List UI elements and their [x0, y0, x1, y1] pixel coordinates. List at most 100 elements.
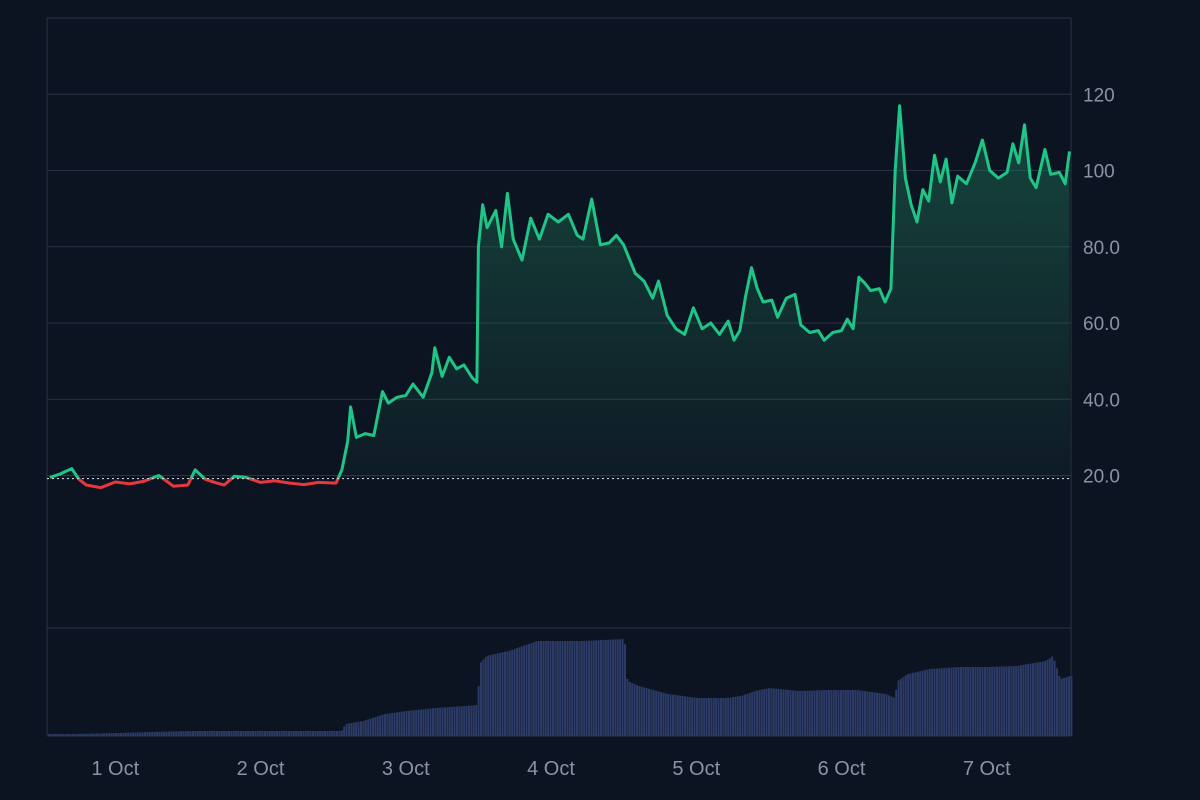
volume-bar: [352, 722, 355, 736]
volume-bar: [984, 667, 986, 736]
volume-bar: [206, 731, 209, 736]
volume-bars: [48, 639, 1073, 736]
volume-bar: [552, 641, 554, 736]
volume-bar: [336, 731, 338, 736]
volume-bar: [103, 733, 106, 736]
y-axis: 20.0 40.0 60.0 80.0 100 120: [1083, 85, 1120, 487]
volume-bar: [684, 696, 686, 736]
volume-bar: [276, 731, 278, 736]
price-line-up: [49, 104, 1071, 479]
x-tick-label: 2 Oct: [237, 758, 285, 780]
volume-bar: [1022, 664, 1025, 736]
volume-bar: [345, 723, 348, 736]
volume-bar: [655, 690, 658, 736]
volume-bar: [705, 698, 708, 736]
volume-bar: [688, 696, 691, 736]
volume-bar: [513, 648, 516, 736]
volume-bar: [72, 733, 74, 736]
volume-bar: [542, 641, 545, 736]
volume-bar: [607, 639, 610, 736]
price-area-fill: [49, 105, 1070, 479]
volume-bar: [986, 667, 989, 736]
volume-bar: [988, 666, 991, 736]
volume-bar: [285, 731, 288, 736]
volume-bar: [962, 667, 965, 736]
volume-bar: [775, 688, 778, 736]
volume-bar: [792, 690, 794, 736]
volume-bar: [492, 654, 494, 736]
volume-bar: [1029, 663, 1032, 736]
volume-bar: [304, 731, 307, 736]
volume-bar: [835, 690, 838, 736]
volume-bar: [79, 733, 82, 736]
volume-bar: [732, 697, 734, 736]
volume-bar: [595, 640, 598, 736]
y-tick-label: 40.0: [1083, 390, 1120, 411]
volume-bar: [499, 652, 502, 736]
volume-bar: [674, 694, 677, 736]
volume-bar: [427, 708, 430, 736]
volume-bar: [703, 698, 706, 736]
volume-bar: [693, 697, 696, 736]
volume-bar: [127, 732, 130, 736]
volume-bar: [588, 640, 590, 736]
volume-bar: [146, 732, 149, 736]
volume-bar: [760, 689, 763, 736]
volume-bar: [98, 733, 101, 736]
volume-bar: [832, 690, 835, 736]
volume-bar: [1020, 665, 1022, 736]
volume-bar: [225, 731, 228, 736]
volume-bar: [132, 732, 134, 736]
volume-bar: [837, 690, 840, 736]
volume-bar: [484, 656, 487, 736]
volume-bar: [876, 692, 878, 736]
volume-bar: [144, 732, 146, 736]
volume-bar: [945, 667, 948, 736]
volume-bar: [871, 692, 874, 736]
volume-bar: [967, 667, 970, 736]
volume-bar: [873, 692, 876, 736]
volume-bar: [746, 693, 749, 736]
volume-bar: [91, 733, 94, 736]
volume-bar: [736, 696, 739, 736]
volume-bar: [422, 709, 425, 736]
volume-bar: [184, 731, 187, 736]
volume-bar: [237, 731, 240, 736]
volume-bar: [717, 698, 720, 736]
volume-bar: [626, 678, 629, 736]
volume-bar: [1053, 660, 1056, 736]
volume-bar: [458, 706, 461, 736]
volume-bar: [535, 641, 538, 736]
volume-bar: [801, 690, 804, 736]
volume-bar: [384, 713, 386, 736]
volume-bar: [100, 733, 103, 736]
volume-bar: [81, 733, 84, 736]
volume-bar: [496, 653, 499, 736]
volume-bar: [660, 692, 662, 736]
volume-bar: [482, 659, 485, 736]
volume-bar: [537, 641, 540, 736]
volume-bar: [619, 639, 622, 736]
volume-bar: [897, 680, 900, 736]
volume-bar: [432, 708, 434, 736]
volume-bar: [120, 732, 122, 736]
volume-bar: [444, 707, 446, 736]
volume-bar: [578, 641, 581, 736]
volume-bar: [324, 731, 326, 736]
volume-bar: [333, 731, 336, 736]
volume-bar: [859, 690, 862, 736]
x-tick-label: 4 Oct: [527, 758, 575, 780]
volume-bar: [415, 710, 418, 736]
volume-bar: [727, 697, 730, 736]
volume-bar: [278, 731, 281, 736]
volume-bar: [780, 689, 782, 736]
volume-bar: [338, 731, 341, 736]
volume-bar: [62, 734, 65, 736]
volume-bar: [1003, 666, 1006, 736]
volume-bar: [811, 690, 814, 736]
x-tick-label: 1 Oct: [91, 758, 139, 780]
volume-bar: [254, 731, 257, 736]
volume-bar: [878, 693, 881, 736]
volume-bar: [669, 694, 672, 736]
